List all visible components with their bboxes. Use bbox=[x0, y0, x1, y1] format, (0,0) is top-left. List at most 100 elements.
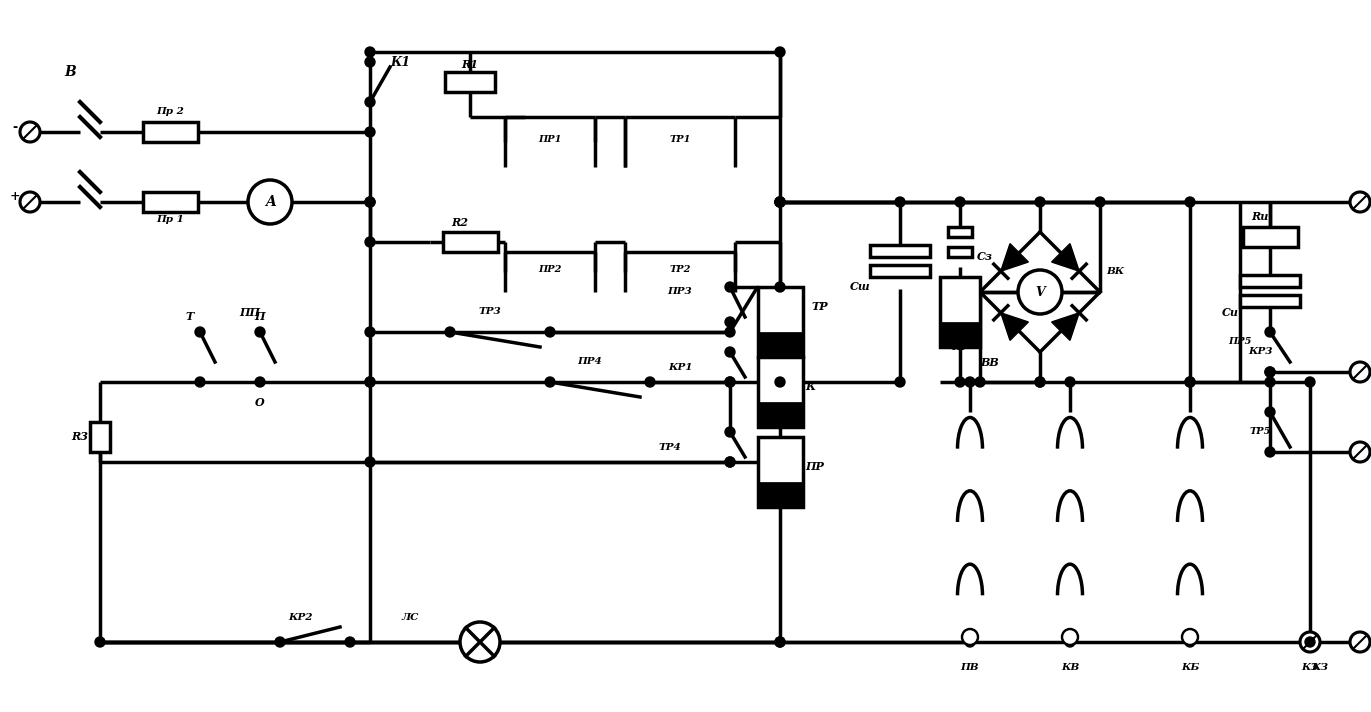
Text: КР1: КР1 bbox=[668, 362, 692, 372]
Circle shape bbox=[1019, 270, 1063, 314]
Text: R1: R1 bbox=[462, 58, 478, 70]
Circle shape bbox=[365, 197, 376, 207]
Circle shape bbox=[195, 377, 206, 387]
Bar bbox=[947, 227, 972, 237]
Bar bbox=[758, 402, 802, 427]
Text: Т: Т bbox=[186, 312, 195, 323]
Circle shape bbox=[775, 637, 786, 647]
Circle shape bbox=[962, 629, 978, 645]
Text: КВ: КВ bbox=[1061, 662, 1079, 671]
Bar bbox=[941, 323, 980, 347]
Text: К1: К1 bbox=[389, 56, 410, 68]
Circle shape bbox=[725, 377, 735, 387]
Bar bbox=[446, 72, 495, 92]
Circle shape bbox=[895, 377, 905, 387]
Text: R3: R3 bbox=[71, 431, 89, 442]
Circle shape bbox=[725, 282, 735, 292]
Text: Пр 1: Пр 1 bbox=[156, 216, 184, 224]
Text: КЗ: КЗ bbox=[1312, 662, 1328, 671]
Bar bbox=[947, 247, 972, 257]
Circle shape bbox=[1065, 377, 1075, 387]
Bar bbox=[758, 333, 802, 357]
Text: КЗ: КЗ bbox=[1301, 662, 1319, 671]
Bar bbox=[941, 277, 980, 347]
Text: -: - bbox=[12, 120, 18, 134]
Text: Сз: Сз bbox=[978, 251, 993, 263]
Circle shape bbox=[365, 377, 376, 387]
Text: ПР3: ПР3 bbox=[668, 288, 692, 296]
Circle shape bbox=[775, 637, 786, 647]
Circle shape bbox=[195, 327, 206, 337]
Circle shape bbox=[725, 377, 735, 387]
Circle shape bbox=[775, 197, 786, 207]
Text: ПР1: ПР1 bbox=[539, 135, 562, 145]
Circle shape bbox=[1265, 377, 1275, 387]
Text: ПР5: ПР5 bbox=[1228, 337, 1252, 347]
Text: +: + bbox=[10, 191, 21, 204]
Bar bbox=[1239, 295, 1300, 307]
Circle shape bbox=[1035, 377, 1045, 387]
Circle shape bbox=[1185, 637, 1196, 647]
Circle shape bbox=[1182, 629, 1198, 645]
Circle shape bbox=[276, 637, 285, 647]
Circle shape bbox=[365, 127, 376, 137]
Circle shape bbox=[775, 47, 786, 57]
Circle shape bbox=[1185, 377, 1196, 387]
Circle shape bbox=[365, 327, 376, 337]
Text: КБ: КБ bbox=[1180, 662, 1200, 671]
Text: ТР2: ТР2 bbox=[669, 266, 691, 275]
Text: ВК: ВК bbox=[1106, 268, 1124, 276]
Text: ПП: ПП bbox=[240, 306, 260, 318]
Circle shape bbox=[95, 637, 106, 647]
Circle shape bbox=[1035, 377, 1045, 387]
Circle shape bbox=[1305, 377, 1315, 387]
Text: ТР3: ТР3 bbox=[478, 308, 502, 317]
Circle shape bbox=[775, 377, 786, 387]
Circle shape bbox=[546, 377, 555, 387]
Circle shape bbox=[1065, 637, 1075, 647]
Bar bbox=[443, 232, 498, 252]
Circle shape bbox=[255, 377, 265, 387]
Bar bbox=[90, 422, 110, 452]
Bar bbox=[143, 192, 197, 212]
Text: ПВ: ПВ bbox=[961, 662, 979, 671]
Circle shape bbox=[725, 327, 735, 337]
Text: ТР4: ТР4 bbox=[658, 442, 681, 451]
Bar bbox=[758, 357, 802, 427]
Text: ВВ: ВВ bbox=[980, 357, 999, 367]
Circle shape bbox=[365, 377, 376, 387]
Polygon shape bbox=[1052, 244, 1079, 271]
Circle shape bbox=[725, 427, 735, 437]
Text: ТР1: ТР1 bbox=[669, 135, 691, 145]
Text: Пр 2: Пр 2 bbox=[156, 108, 184, 117]
Circle shape bbox=[775, 197, 786, 207]
Text: A: A bbox=[265, 195, 276, 209]
Text: О: О bbox=[255, 397, 265, 407]
Bar bbox=[758, 287, 802, 357]
Text: Си: Си bbox=[1222, 306, 1238, 318]
Circle shape bbox=[725, 457, 735, 467]
Circle shape bbox=[365, 197, 376, 207]
Circle shape bbox=[248, 180, 292, 224]
Text: V: V bbox=[1035, 286, 1045, 298]
Circle shape bbox=[21, 192, 40, 212]
Bar bbox=[1242, 227, 1297, 247]
Text: КР3: КР3 bbox=[1248, 347, 1272, 357]
Circle shape bbox=[644, 377, 655, 387]
Circle shape bbox=[895, 197, 905, 207]
Text: К: К bbox=[805, 382, 816, 392]
Circle shape bbox=[1350, 442, 1370, 462]
Bar bbox=[1239, 275, 1300, 287]
Text: B: B bbox=[64, 65, 75, 79]
Circle shape bbox=[365, 47, 376, 57]
Circle shape bbox=[546, 327, 555, 337]
Circle shape bbox=[956, 197, 965, 207]
Polygon shape bbox=[1001, 313, 1028, 340]
Circle shape bbox=[365, 237, 376, 247]
Circle shape bbox=[1265, 367, 1275, 377]
Text: ТР5: ТР5 bbox=[1249, 427, 1271, 436]
Circle shape bbox=[1035, 197, 1045, 207]
Circle shape bbox=[1300, 632, 1320, 652]
Circle shape bbox=[21, 122, 40, 142]
Circle shape bbox=[725, 347, 735, 357]
